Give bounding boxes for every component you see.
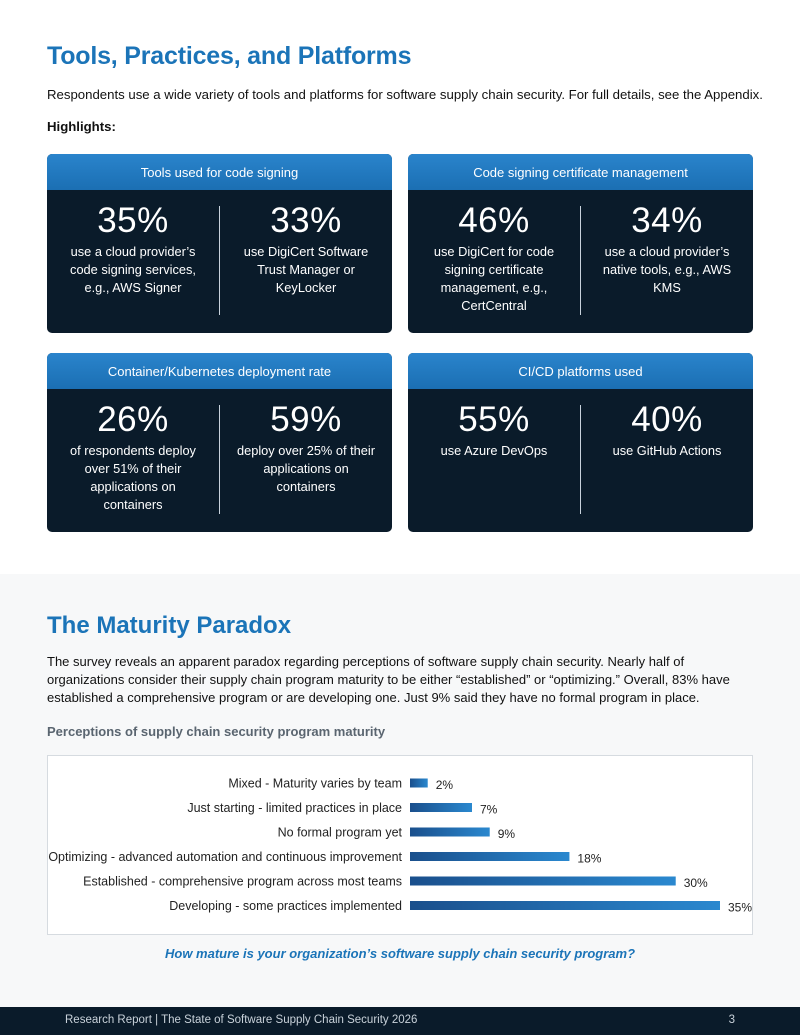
category-label: Optimizing - advanced automation and con… xyxy=(48,850,402,864)
chart-caption: How mature is your organization’s softwa… xyxy=(164,946,636,961)
stat-description: deploy over 25% of their applications on… xyxy=(236,443,375,494)
value-label: 7% xyxy=(480,803,498,817)
stat-left: 46% use DigiCert for code signing certif… xyxy=(408,200,580,315)
footer-text: Research Report | The State of Software … xyxy=(65,1014,418,1026)
stat-right: 34% use a cloud provider’s native tools,… xyxy=(581,200,753,297)
stat-left: 35% use a cloud provider’s code signing … xyxy=(47,200,219,297)
maturity-chart: Mixed - Maturity varies by team 2% Just st… xyxy=(47,755,753,935)
stat-description: use Azure DevOps xyxy=(440,443,548,458)
category-label: No formal program yet xyxy=(278,826,403,840)
maturity-paragraph: The survey reveals an apparent paradox r… xyxy=(47,654,730,705)
card-header: Tools used for code signing xyxy=(47,154,392,190)
stat-percent: 34% xyxy=(631,201,703,240)
stat-right: 59% deploy over 25% of their application… xyxy=(220,399,392,496)
section-title: Tools, Practices, and Platforms xyxy=(47,42,412,70)
section-title: The Maturity Paradox xyxy=(47,612,292,639)
value-label: 30% xyxy=(684,876,708,890)
value-label: 18% xyxy=(577,852,601,866)
maturity-section: The Maturity Paradox The survey reveals … xyxy=(0,574,800,1007)
divider xyxy=(580,206,581,315)
bar xyxy=(410,827,490,837)
stat-left: 55% use Azure DevOps xyxy=(408,399,580,460)
card-container-deployment: Container/Kubernetes deployment rate 26%… xyxy=(47,353,392,532)
stat-percent: 40% xyxy=(631,400,703,439)
bar xyxy=(410,852,570,861)
value-label: 2% xyxy=(436,778,454,792)
highlights-label: Highlights: xyxy=(47,119,116,134)
divider xyxy=(219,206,220,315)
category-label: Mixed - Maturity varies by team xyxy=(228,777,402,791)
stat-description: use DigiCert for code signing certificat… xyxy=(433,244,555,313)
stat-description: use a cloud provider’s native tools, e.g… xyxy=(602,244,732,295)
stat-percent: 59% xyxy=(270,400,342,439)
stat-percent: 26% xyxy=(97,400,169,439)
chart-title: Perceptions of supply chain security pro… xyxy=(47,724,386,739)
stat-description: use GitHub Actions xyxy=(612,443,722,458)
stat-right: 40% use GitHub Actions xyxy=(581,399,753,460)
stat-percent: 55% xyxy=(458,400,530,439)
bar-chart-svg: Mixed - Maturity varies by team 2% Just st… xyxy=(48,777,752,915)
bar xyxy=(410,803,472,812)
stat-right: 33% use DigiCert Software Trust Manager … xyxy=(220,200,392,297)
page-footer: Research Report | The State of Software … xyxy=(0,1007,800,1035)
stat-left: 26% of respondents deploy over 51% of th… xyxy=(47,399,219,514)
bar xyxy=(410,901,720,910)
stat-description: use a cloud provider’s code signing serv… xyxy=(70,244,196,295)
stat-description: use DigiCert Software Trust Manager or K… xyxy=(243,244,369,295)
card-code-signing-tools: Tools used for code signing 35% use a cl… xyxy=(47,154,392,333)
value-label: 9% xyxy=(498,827,516,841)
category-label: Just starting - limited practices in pla… xyxy=(187,801,402,815)
divider xyxy=(580,405,581,514)
card-header: Container/Kubernetes deployment rate xyxy=(47,353,392,389)
tools-section: Tools, Practices, and Platforms Responde… xyxy=(47,42,763,532)
card-header: CI/CD platforms used xyxy=(408,353,753,389)
value-label: 35% xyxy=(728,901,752,915)
category-label: Established - comprehensive program acro… xyxy=(83,875,402,889)
category-label: Developing - some practices implemented xyxy=(169,899,402,913)
card-header: Code signing certificate management xyxy=(408,154,753,190)
bar xyxy=(410,876,676,886)
bar xyxy=(410,778,428,788)
intro-text: Respondents use a wide variety of tools … xyxy=(47,87,763,102)
card-cicd-platforms: CI/CD platforms used 55% use Azure DevOp… xyxy=(408,353,753,532)
stat-percent: 46% xyxy=(458,201,530,240)
stat-percent: 35% xyxy=(97,201,169,240)
page-number: 3 xyxy=(728,1014,735,1026)
stat-description: of respondents deploy over 51% of their … xyxy=(70,443,196,512)
stat-percent: 33% xyxy=(270,201,342,240)
card-certificate-management: Code signing certificate management 46% … xyxy=(408,154,753,333)
divider xyxy=(219,405,220,514)
